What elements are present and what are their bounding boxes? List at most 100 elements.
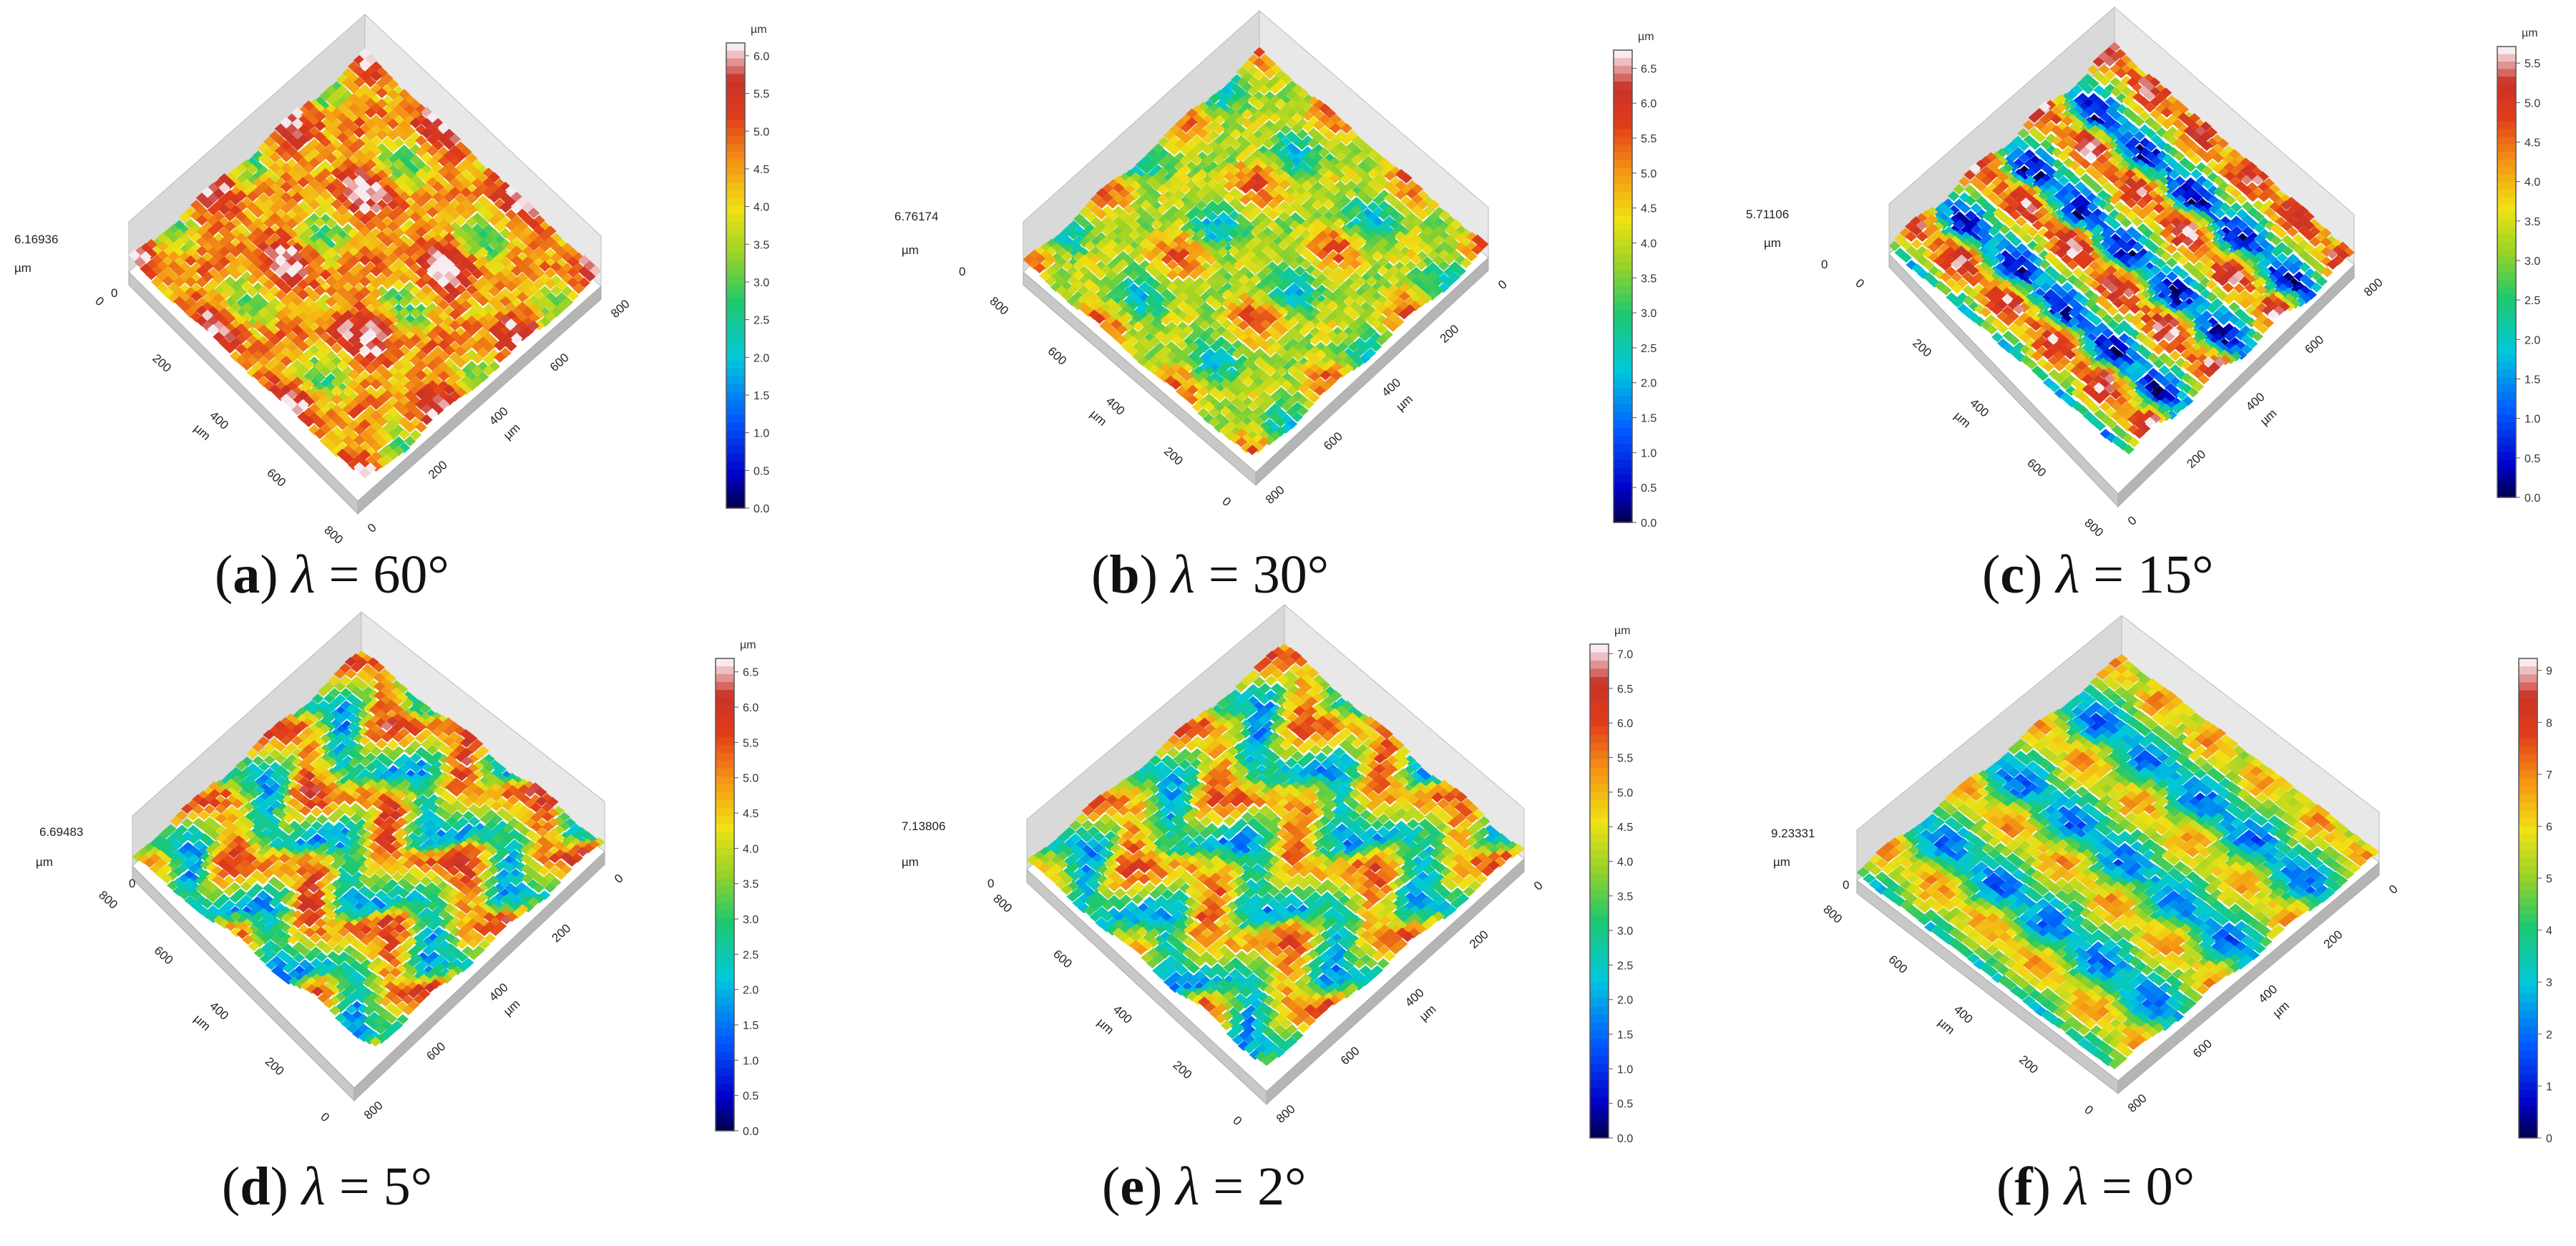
z-zero-label: 0	[959, 265, 965, 278]
x-tick-label: 800	[1820, 902, 1845, 926]
caption-a-lambda: 60°	[373, 545, 449, 605]
colorbar-tick-label: 0.0	[743, 1126, 758, 1138]
colorbar-tick-label: 5	[2546, 873, 2552, 885]
z-zero-label: 0	[111, 286, 117, 300]
z-max-label: 6.69483	[39, 825, 83, 839]
caption-c: (c) λ = 15°	[1982, 545, 2214, 605]
x-tick-label: 400	[1111, 1003, 1135, 1026]
colorbar-tick-label: 3.5	[753, 239, 769, 251]
colorbar-tick-label: 1.0	[743, 1055, 758, 1067]
y-axis-unit: µm	[1417, 1002, 1439, 1023]
x-tick-label: 400	[207, 999, 231, 1023]
x-tick-label: 400	[207, 409, 231, 432]
y-tick-label: 400	[2243, 390, 2268, 414]
panel-b: 800 600 400 200 0 800 600 400 200 0 µm µm 6.76174 µm 0…	[859, 0, 1717, 623]
x-tick-label: 0	[2082, 1103, 2096, 1117]
panel-c: 0 200 400 600 800 0 200 400 600 800 µm µm 5.71106 µm 0…	[1717, 0, 2576, 623]
colorbar-tick-label: 6.0	[1641, 98, 1657, 110]
y-tick-label: 600	[2302, 333, 2326, 356]
y-tick-label: 200	[549, 921, 573, 945]
y-tick-label: 800	[361, 1099, 386, 1122]
y-tick-label: 200	[2184, 447, 2208, 471]
z-max-label: 6.76174	[894, 210, 938, 223]
colorbar-tick-label: 5.0	[1617, 787, 1633, 799]
height-map	[128, 48, 602, 479]
colorbar: 0.0 0.5 1.0 1.5 2.0 2.5 3.0 3.5 4.0 4.5 5.0 5.5 6.0 µ…	[726, 24, 769, 515]
colorbar-tick-label: 6.5	[1617, 683, 1633, 696]
height-map	[1888, 42, 2355, 454]
z-max-label: 9.23331	[1771, 827, 1815, 840]
x-tick-label: 600	[2024, 456, 2049, 480]
colorbar-tick-label: 1.0	[753, 428, 769, 440]
x-tick-label: 200	[1171, 1058, 1195, 1081]
colorbar-tick-label: 4.5	[1617, 822, 1633, 834]
y-axis-unit: µm	[501, 421, 523, 442]
y-tick-label: 0	[2125, 514, 2140, 528]
height-map	[1026, 643, 1525, 1066]
caption-e: (e) λ = 2°	[1102, 1157, 1307, 1217]
x-axis-unit: µm	[1095, 1016, 1117, 1037]
x-tick-label: 800	[990, 892, 1015, 915]
colorbar-tick-label: 5.5	[2524, 58, 2540, 70]
colorbar-tick-label: 0	[2546, 1133, 2552, 1145]
caption-d: (d) λ = 5°	[222, 1157, 433, 1217]
x-tick-label: 200	[263, 1054, 287, 1078]
caption-f: (f) λ = 0°	[1996, 1157, 2195, 1217]
z-axis-unit: µm	[902, 855, 919, 869]
colorbar-tick-label: 2	[2546, 1029, 2552, 1041]
panel-f: 800 600 400 200 0 800 600 400 200 0 µm µm 9.23331 µm 0…	[1717, 614, 2576, 1246]
y-tick-label: 200	[1467, 928, 1491, 951]
z-axis-unit: µm	[902, 243, 919, 257]
y-axis-unit: µm	[2258, 407, 2280, 428]
panel-a: 0 200 400 600 800 0 200 400 600 800 µm µm 6.16936 µm 0…	[0, 0, 859, 623]
caption-e-lambda: 2°	[1257, 1157, 1307, 1217]
colorbar-tick-label: 2.5	[743, 949, 758, 961]
colorbar-tick-label: 0.0	[1641, 517, 1657, 530]
colorbar-tick-label: 3.0	[743, 914, 758, 926]
x-tick-label: 600	[152, 943, 176, 967]
y-tick-label: 800	[2361, 276, 2386, 299]
y-tick-label: 600	[424, 1039, 448, 1063]
height-map	[1023, 47, 1489, 455]
colorbar-tick-label: 4.0	[753, 202, 769, 214]
colorbar-tick-label: 1.0	[1641, 447, 1657, 459]
colorbar-tick-label: 6.0	[743, 702, 758, 714]
z-max-label: 7.13806	[902, 819, 945, 833]
x-tick-label: 600	[1045, 344, 1070, 368]
colorbar-tick-label: 3.0	[2524, 255, 2540, 268]
colorbar-tick-label: 0.0	[753, 503, 769, 515]
z-axis-unit: µm	[1764, 236, 1781, 250]
colorbar-unit: µm	[2522, 27, 2538, 39]
colorbar-tick-label: 0.5	[743, 1091, 758, 1103]
colorbar-unit: µm	[740, 639, 756, 651]
colorbar-tick-label: 5.5	[1641, 133, 1657, 145]
front-wall-right	[1255, 256, 1489, 487]
colorbar-tick-label: 1.5	[2524, 374, 2540, 386]
colorbar-tick-label: 3.5	[2524, 216, 2540, 228]
colorbar-tick-label: 1.5	[743, 1020, 758, 1032]
caption-b-lambda: 30°	[1252, 545, 1330, 605]
y-tick-label: 800	[2125, 1091, 2150, 1115]
caption-b-label: b	[1109, 545, 1140, 605]
caption-c-label: c	[2000, 545, 2025, 605]
x-tick-label: 0	[318, 1110, 332, 1124]
x-tick-label: 200	[2016, 1053, 2041, 1076]
colorbar-tick-label: 7	[2546, 769, 2552, 782]
caption-c-lambda: 15°	[2137, 545, 2214, 605]
caption-d-lambda: 5°	[383, 1157, 433, 1217]
y-tick-label: 0	[1531, 879, 1546, 893]
colorbar-tick-label: 5.0	[2524, 97, 2540, 109]
colorbar-tick-label: 6.0	[753, 51, 769, 63]
colorbar: 0.0 0.5 1.0 1.5 2.0 2.5 3.0 3.5 4.0 4.5 5.0 5.5 6.0 6…	[715, 639, 758, 1138]
y-tick-label: 600	[547, 351, 572, 374]
colorbar-tick-label: 0.5	[1617, 1099, 1633, 1111]
x-tick-label: 200	[1910, 336, 1934, 360]
colorbar-unit: µm	[751, 24, 767, 36]
colorbar-tick-label: 1.0	[1617, 1064, 1633, 1076]
front-wall-right	[353, 850, 605, 1102]
z-zero-label: 0	[1843, 878, 1849, 892]
